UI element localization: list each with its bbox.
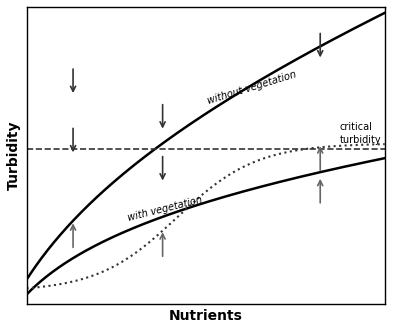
Text: without vegetation: without vegetation: [206, 70, 297, 106]
Text: with vegetation: with vegetation: [127, 195, 203, 223]
X-axis label: Nutrients: Nutrients: [169, 309, 243, 323]
Y-axis label: Turbidity: Turbidity: [7, 120, 21, 190]
Text: critical
turbidity: critical turbidity: [340, 122, 382, 145]
